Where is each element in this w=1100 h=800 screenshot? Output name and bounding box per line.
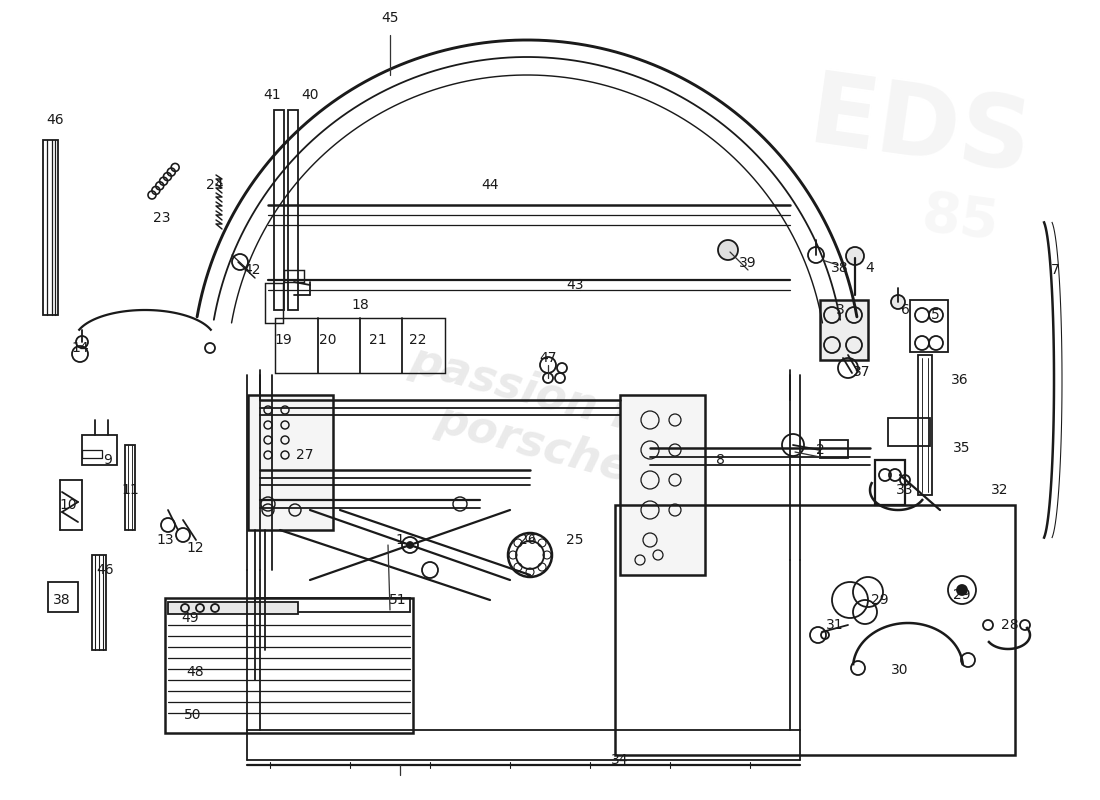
Bar xyxy=(918,355,932,495)
Text: 45: 45 xyxy=(382,11,398,25)
Circle shape xyxy=(718,240,738,260)
Bar xyxy=(874,460,905,505)
Bar xyxy=(910,300,948,352)
Text: 19: 19 xyxy=(274,333,292,347)
Bar xyxy=(820,440,848,458)
Text: 14: 14 xyxy=(72,341,89,355)
Text: 5: 5 xyxy=(931,308,939,322)
Bar xyxy=(248,395,333,530)
Text: 34: 34 xyxy=(612,753,629,767)
Text: 4: 4 xyxy=(866,261,874,275)
Text: 38: 38 xyxy=(832,261,849,275)
Text: 20: 20 xyxy=(319,333,337,347)
Text: 35: 35 xyxy=(954,441,970,455)
Bar xyxy=(265,283,283,323)
Text: 85: 85 xyxy=(918,188,1002,252)
Bar xyxy=(168,602,298,614)
Text: 2: 2 xyxy=(815,443,824,457)
Text: 44: 44 xyxy=(482,178,498,192)
Text: 25: 25 xyxy=(566,533,584,547)
Text: 23: 23 xyxy=(153,211,170,225)
Text: 39: 39 xyxy=(739,256,757,270)
Bar xyxy=(165,598,412,733)
Text: 29: 29 xyxy=(871,593,889,607)
Bar xyxy=(275,318,446,373)
Bar xyxy=(274,110,284,310)
Text: 33: 33 xyxy=(896,483,914,497)
Bar xyxy=(92,555,106,650)
Text: 10: 10 xyxy=(59,498,77,512)
Text: 36: 36 xyxy=(952,373,969,387)
Text: 42: 42 xyxy=(243,263,261,277)
Text: 46: 46 xyxy=(96,563,113,577)
Bar xyxy=(43,140,58,315)
Text: 37: 37 xyxy=(854,365,871,379)
Text: passion for
porsche: passion for porsche xyxy=(393,339,688,501)
Text: 1: 1 xyxy=(396,533,405,547)
Text: 18: 18 xyxy=(351,298,369,312)
Circle shape xyxy=(846,247,864,265)
Text: EDS: EDS xyxy=(803,66,1037,194)
Bar xyxy=(48,582,78,612)
Bar xyxy=(615,505,1015,755)
Text: 29: 29 xyxy=(954,588,971,602)
Text: 12: 12 xyxy=(186,541,204,555)
Text: 49: 49 xyxy=(182,611,199,625)
Text: 27: 27 xyxy=(296,448,314,462)
Text: 6: 6 xyxy=(901,303,910,317)
Text: 51: 51 xyxy=(389,593,407,607)
Circle shape xyxy=(957,585,967,595)
Text: 7: 7 xyxy=(1050,263,1059,277)
Text: 30: 30 xyxy=(891,663,909,677)
Text: 38: 38 xyxy=(53,593,70,607)
Bar xyxy=(288,110,298,310)
Text: 40: 40 xyxy=(301,88,319,102)
Bar xyxy=(284,270,304,282)
Text: 50: 50 xyxy=(185,708,201,722)
Bar xyxy=(820,300,868,360)
Text: 22: 22 xyxy=(409,333,427,347)
Bar xyxy=(125,445,135,530)
Text: 13: 13 xyxy=(156,533,174,547)
Circle shape xyxy=(407,542,412,548)
Bar xyxy=(82,450,102,458)
Text: 3: 3 xyxy=(836,303,845,317)
Text: 32: 32 xyxy=(991,483,1009,497)
Bar xyxy=(255,598,410,612)
Text: 47: 47 xyxy=(539,351,557,365)
Text: 28: 28 xyxy=(1001,618,1019,632)
Bar xyxy=(82,435,117,465)
Text: 24: 24 xyxy=(207,178,223,192)
Text: 46: 46 xyxy=(46,113,64,127)
Text: 26: 26 xyxy=(519,533,537,547)
Text: 31: 31 xyxy=(826,618,844,632)
Text: 21: 21 xyxy=(370,333,387,347)
Text: 43: 43 xyxy=(566,278,584,292)
Text: 41: 41 xyxy=(263,88,280,102)
Text: 48: 48 xyxy=(186,665,204,679)
Text: 11: 11 xyxy=(121,483,139,497)
Bar xyxy=(888,418,930,446)
Text: 9: 9 xyxy=(103,453,112,467)
Text: 8: 8 xyxy=(716,453,725,467)
Circle shape xyxy=(891,295,905,309)
Bar xyxy=(620,395,705,575)
